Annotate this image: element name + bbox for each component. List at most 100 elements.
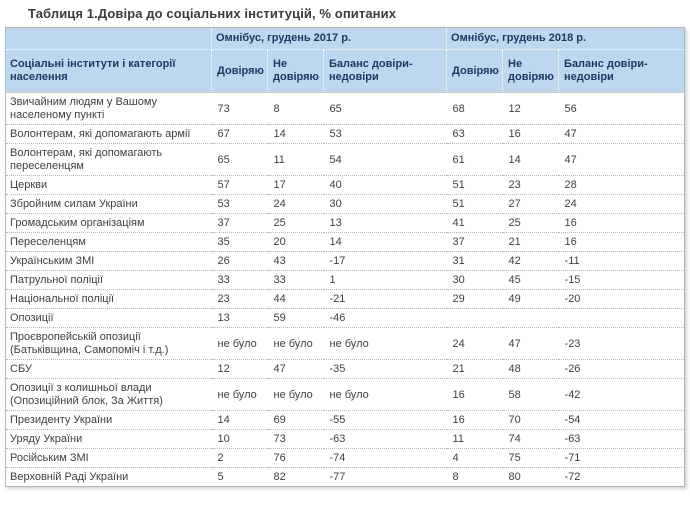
value-cell: 1 [323, 270, 447, 290]
value-cell: 11 [446, 429, 503, 449]
value-cell: 24 [267, 194, 324, 214]
value-cell: 12 [502, 92, 559, 125]
value-cell: 31 [446, 251, 503, 271]
value-cell: 47 [267, 359, 324, 379]
value-cell: 41 [446, 213, 503, 233]
col-header-trust-2017: Довіряю [211, 49, 268, 93]
institution-cell: СБУ [5, 359, 212, 379]
value-cell: -17 [323, 251, 447, 271]
value-cell: 80 [502, 467, 559, 487]
value-cell: 44 [267, 289, 324, 309]
value-cell [558, 308, 685, 328]
value-cell: 2 [211, 448, 268, 468]
sub-header-row: Соціальні інститути і категорії населенн… [5, 49, 686, 93]
value-cell: 21 [446, 359, 503, 379]
col-header-balance-2018: Баланс довіри-недовіри [558, 49, 686, 93]
value-cell: не було [211, 378, 268, 411]
group-header-2017: Омнібус, грудень 2017 р. [210, 27, 448, 50]
institution-cell: Звичайним людям у Вашому населеному пунк… [5, 92, 212, 125]
trust-table: Омнібус, грудень 2017 р. Омнібус, груден… [5, 27, 686, 487]
institution-cell: Патрульної поліції [5, 270, 212, 290]
value-cell: 33 [267, 270, 324, 290]
value-cell: 69 [267, 410, 324, 430]
table-row: Російським ЗМІ 2 76 -74 4 75 -71 [5, 448, 685, 468]
institution-cell: Опозиції [5, 308, 212, 328]
corner-cell [5, 27, 212, 50]
col-header-distrust-2018: Не довіряю [502, 49, 560, 93]
value-cell: 23 [502, 175, 559, 195]
table-row: Українським ЗМІ 26 43 -17 31 42 -11 [5, 251, 685, 271]
value-cell: не було [211, 327, 268, 360]
table-row: Уряду України 10 73 -63 11 74 -63 [5, 429, 685, 449]
table-row: Громадським організаціям 37 25 13 41 25 16 [5, 213, 685, 233]
value-cell: 24 [446, 327, 503, 360]
value-cell: 73 [267, 429, 324, 449]
table-row: Опозиції 13 59 -46 [5, 308, 685, 328]
value-cell: -21 [323, 289, 447, 309]
value-cell: -15 [558, 270, 685, 290]
table-row: Національної поліції 23 44 -21 29 49 -20 [5, 289, 685, 309]
value-cell: 14 [211, 410, 268, 430]
value-cell: 23 [211, 289, 268, 309]
value-cell: -63 [323, 429, 447, 449]
value-cell: 40 [323, 175, 447, 195]
value-cell: 27 [502, 194, 559, 214]
value-cell: 73 [211, 92, 268, 125]
value-cell: -42 [558, 378, 685, 411]
value-cell: 24 [558, 194, 685, 214]
table-row: Збройним силам України 53 24 30 51 27 24 [5, 194, 685, 214]
value-cell: -20 [558, 289, 685, 309]
value-cell: 47 [558, 124, 685, 144]
value-cell: 30 [446, 270, 503, 290]
value-cell: 47 [558, 143, 685, 176]
value-cell: 51 [446, 194, 503, 214]
value-cell: 45 [502, 270, 559, 290]
value-cell: -63 [558, 429, 685, 449]
value-cell: не було [267, 327, 324, 360]
value-cell: 25 [267, 213, 324, 233]
value-cell: 54 [323, 143, 447, 176]
value-cell: 5 [211, 467, 268, 487]
table-title: Таблиця 1.Довіра до соціальних інституці… [28, 6, 397, 21]
value-cell: -77 [323, 467, 447, 487]
value-cell: 29 [446, 289, 503, 309]
value-cell: -46 [323, 308, 447, 328]
value-cell: -35 [323, 359, 447, 379]
value-cell: 42 [502, 251, 559, 271]
institution-cell: Громадським організаціям [5, 213, 212, 233]
table-row: Звичайним людям у Вашому населеному пунк… [5, 92, 685, 125]
value-cell: 8 [446, 467, 503, 487]
value-cell: 65 [211, 143, 268, 176]
value-cell: 16 [446, 410, 503, 430]
value-cell: 65 [323, 92, 447, 125]
institution-cell: Переселенцям [5, 232, 212, 252]
value-cell: 8 [267, 92, 324, 125]
value-cell: 17 [267, 175, 324, 195]
value-cell: -71 [558, 448, 685, 468]
institution-cell: Волонтерам, які допомагають переселенцям [5, 143, 212, 176]
value-cell: -26 [558, 359, 685, 379]
value-cell: 48 [502, 359, 559, 379]
institution-cell: Верховній Раді України [5, 467, 212, 487]
table-row: Президенту України 14 69 -55 16 70 -54 [5, 410, 685, 430]
value-cell: 13 [211, 308, 268, 328]
value-cell: не було [323, 378, 447, 411]
institution-cell: Волонтерам, які допомагають армії [5, 124, 212, 144]
value-cell: 61 [446, 143, 503, 176]
institution-cell: Уряду України [5, 429, 212, 449]
value-cell: 51 [446, 175, 503, 195]
institution-cell: Президенту України [5, 410, 212, 430]
group-header-2018: Омнібус, грудень 2018 р. [446, 27, 686, 50]
value-cell: 63 [446, 124, 503, 144]
value-cell: 53 [323, 124, 447, 144]
row-header-cell: Соціальні інститути і категорії населенн… [5, 49, 212, 93]
value-cell: 76 [267, 448, 324, 468]
institution-cell: Українським ЗМІ [5, 251, 212, 271]
value-cell: 75 [502, 448, 559, 468]
col-header-balance-2017: Баланс довіри-недовіри [322, 49, 448, 93]
value-cell: 11 [267, 143, 324, 176]
value-cell: 53 [211, 194, 268, 214]
value-cell: 20 [267, 232, 324, 252]
value-cell: 59 [267, 308, 324, 328]
